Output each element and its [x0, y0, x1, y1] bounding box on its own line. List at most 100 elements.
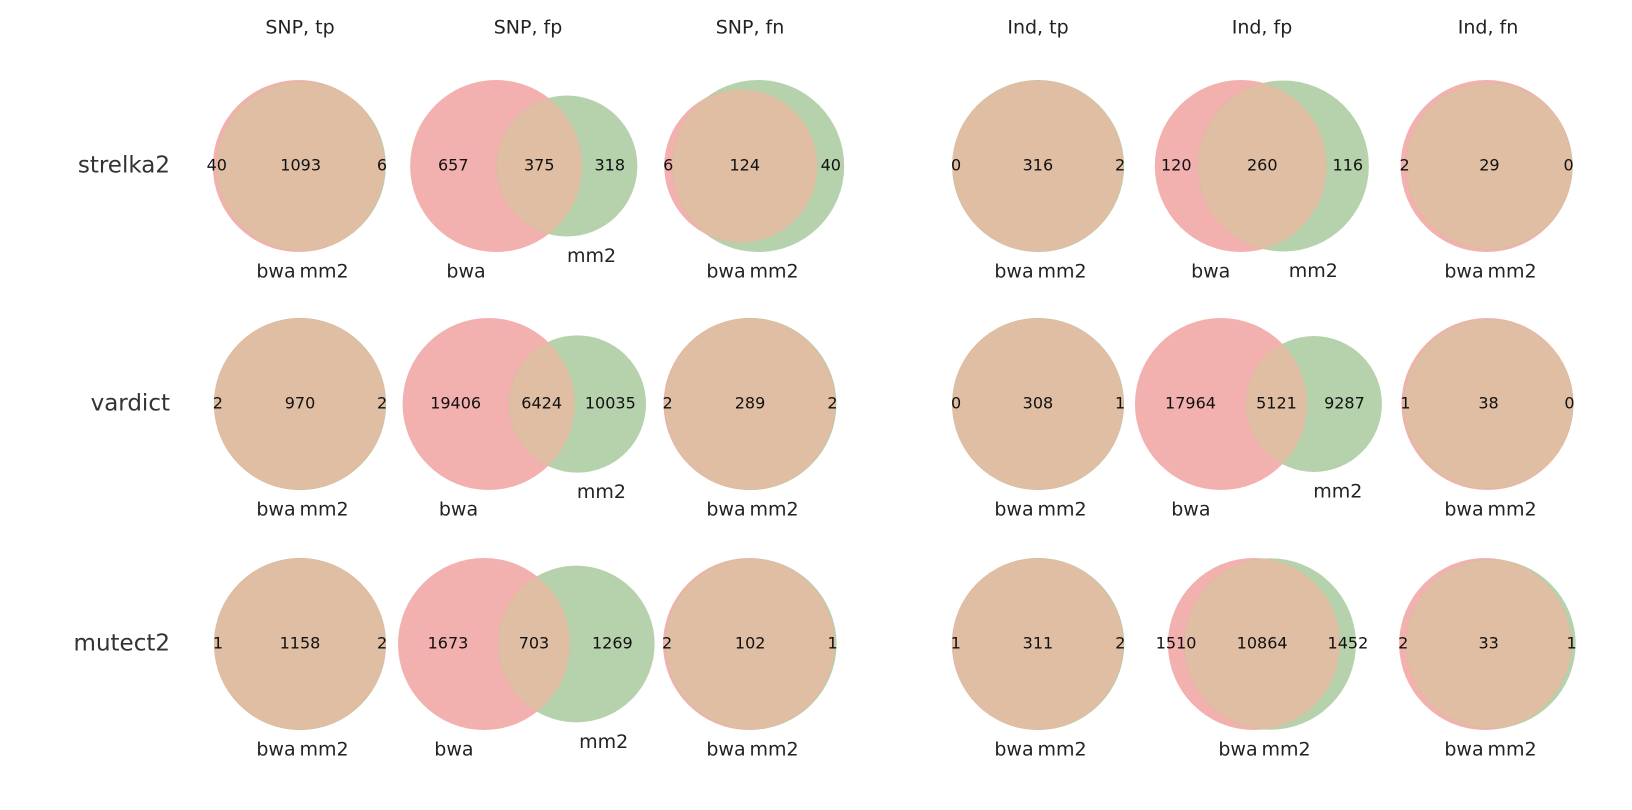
- set-label-bwa: bwa: [1444, 261, 1483, 283]
- set-label-mm2: mm2: [1313, 480, 1362, 502]
- bwa-only-value: 40: [207, 156, 227, 175]
- shared-value: 1158: [280, 634, 321, 653]
- row-label: vardict: [91, 391, 170, 417]
- set-label-mm2: mm2: [577, 481, 626, 503]
- column-title: SNP, fp: [494, 17, 563, 39]
- set-label-mm2: mm2: [1037, 739, 1086, 761]
- mm2-only-value: 40: [821, 156, 841, 175]
- mm2-only-value: 1: [827, 634, 837, 653]
- mm2-only-value: 2: [827, 394, 837, 413]
- mm2-only-value: 1: [1567, 634, 1577, 653]
- mm2-only-value: 1452: [1328, 634, 1369, 653]
- shared-value: 10864: [1237, 634, 1288, 653]
- shared-value: 308: [1023, 394, 1054, 413]
- shared-value: 289: [735, 394, 766, 413]
- set-label-bwa: bwa: [1218, 739, 1257, 761]
- set-label-bwa: bwa: [1444, 499, 1483, 521]
- set-label-mm2: mm2: [1037, 499, 1086, 521]
- shared-value: 970: [285, 394, 316, 413]
- set-label-bwa: bwa: [994, 499, 1033, 521]
- set-label-mm2: mm2: [1289, 260, 1338, 282]
- mm2-only-value: 116: [1333, 156, 1364, 175]
- venn-overlap-region: [952, 318, 1124, 490]
- venn-overlap-region: [1403, 319, 1574, 489]
- shared-value: 29: [1479, 156, 1499, 175]
- venn-overlap-region: [1246, 336, 1307, 472]
- venn-overlap-region: [1184, 558, 1340, 730]
- shared-value: 102: [735, 634, 766, 653]
- set-label-mm2: mm2: [1037, 261, 1086, 283]
- set-label-mm2: mm2: [1487, 261, 1536, 283]
- bwa-only-value: 1: [213, 634, 223, 653]
- venn-overlap-region: [672, 89, 818, 243]
- bwa-only-value: 1673: [428, 634, 469, 653]
- shared-value: 375: [524, 156, 555, 175]
- column-title: Ind, tp: [1007, 17, 1068, 39]
- bwa-only-value: 1: [1400, 394, 1410, 413]
- mm2-only-value: 1269: [592, 634, 633, 653]
- set-label-bwa: bwa: [706, 499, 745, 521]
- bwa-only-value: 2: [1400, 156, 1410, 175]
- set-label-bwa: bwa: [256, 261, 295, 283]
- shared-value: 5121: [1256, 394, 1297, 413]
- column-title: Ind, fp: [1232, 17, 1293, 39]
- bwa-only-value: 2: [213, 394, 223, 413]
- venn-overlap-region: [214, 558, 386, 730]
- column-title: SNP, tp: [265, 17, 334, 39]
- set-label-bwa: bwa: [1444, 739, 1483, 761]
- set-label-bwa: bwa: [446, 261, 485, 283]
- bwa-only-value: 1510: [1156, 634, 1197, 653]
- shared-value: 124: [730, 156, 761, 175]
- bwa-only-value: 2: [662, 394, 672, 413]
- shared-value: 311: [1023, 634, 1054, 653]
- set-label-bwa: bwa: [994, 261, 1033, 283]
- mm2-only-value: 2: [1115, 156, 1125, 175]
- column-title: Ind, fn: [1458, 17, 1519, 39]
- venn-overlap-region: [664, 318, 836, 490]
- venn-overlap-region: [665, 558, 836, 730]
- row-label: mutect2: [74, 631, 170, 657]
- bwa-only-value: 17964: [1165, 394, 1216, 413]
- set-label-mm2: mm2: [579, 731, 628, 753]
- bwa-only-value: 0: [951, 394, 961, 413]
- venn-overlap-region: [508, 335, 575, 473]
- set-label-mm2: mm2: [1487, 499, 1536, 521]
- venn-overlap-region: [1406, 559, 1572, 729]
- set-label-mm2: mm2: [749, 499, 798, 521]
- venn-overlap-region: [214, 318, 386, 490]
- row-label: strelka2: [78, 153, 170, 179]
- bwa-only-value: 2: [1398, 634, 1408, 653]
- venn-overlap-region: [952, 80, 1124, 252]
- set-label-mm2: mm2: [299, 261, 348, 283]
- venn-overlap-region: [497, 565, 571, 723]
- shared-value: 703: [519, 634, 550, 653]
- mm2-only-value: 2: [377, 394, 387, 413]
- bwa-only-value: 657: [438, 156, 469, 175]
- set-label-mm2: mm2: [299, 499, 348, 521]
- venn-overlap-region: [1406, 82, 1573, 250]
- shared-value: 6424: [521, 394, 562, 413]
- set-label-bwa: bwa: [256, 499, 295, 521]
- bwa-only-value: 1: [951, 634, 961, 653]
- set-label-bwa: bwa: [1191, 261, 1230, 283]
- mm2-only-value: 0: [1564, 156, 1574, 175]
- set-label-bwa: bwa: [439, 499, 478, 521]
- bwa-only-value: 0: [951, 156, 961, 175]
- bwa-only-value: 120: [1161, 156, 1192, 175]
- mm2-only-value: 1: [1115, 394, 1125, 413]
- set-label-bwa: bwa: [994, 739, 1033, 761]
- set-label-bwa: bwa: [1171, 499, 1210, 521]
- mm2-only-value: 2: [377, 634, 387, 653]
- set-label-mm2: mm2: [1487, 739, 1536, 761]
- shared-value: 1093: [280, 156, 321, 175]
- set-label-mm2: mm2: [567, 245, 616, 267]
- mm2-only-value: 2: [1115, 634, 1125, 653]
- shared-value: 33: [1478, 634, 1498, 653]
- column-title: SNP, fn: [716, 17, 785, 39]
- set-label-bwa: bwa: [434, 739, 473, 761]
- mm2-only-value: 0: [1564, 394, 1574, 413]
- set-label-mm2: mm2: [749, 261, 798, 283]
- bwa-only-value: 19406: [430, 394, 481, 413]
- set-label-mm2: mm2: [1261, 739, 1310, 761]
